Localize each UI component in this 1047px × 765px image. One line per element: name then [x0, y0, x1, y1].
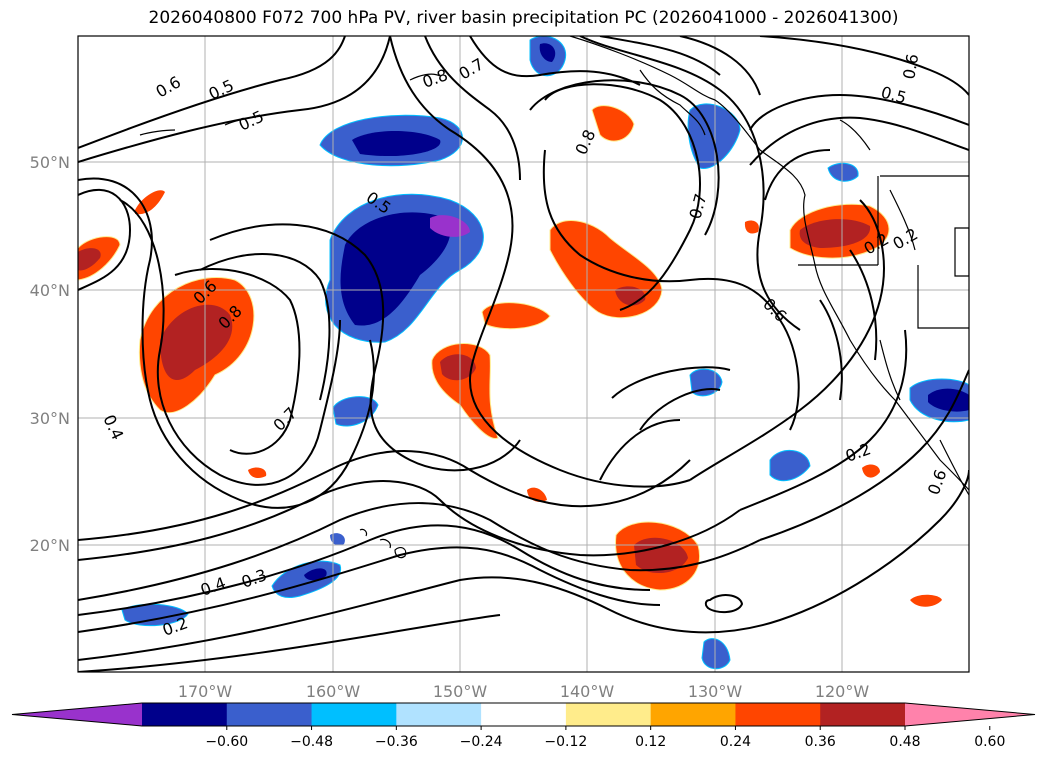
colorbar-tick-label: 0.60	[974, 734, 1005, 750]
lat-label: 30°N	[30, 409, 70, 428]
colorbar: −0.60 −0.48 −0.36 −0.24 −0.12 0.12 0.24 0.36 0.4…	[11, 702, 1036, 750]
lat-label: 50°N	[30, 153, 70, 172]
latitude-labels: 50°N 40°N 30°N 20°N	[30, 153, 70, 555]
colorbar-tick-label: 0.48	[889, 734, 920, 750]
coastlines	[139, 36, 969, 559]
lat-label: 20°N	[30, 536, 70, 555]
colorbar-tick-label: −0.60	[205, 734, 248, 750]
colorbar-segment	[481, 703, 567, 726]
colorbar-segment	[142, 703, 228, 726]
map-title: 2026040800 F072 700 hPa PV, river basin …	[148, 8, 899, 28]
colorbar-segment	[820, 703, 906, 726]
lon-label: 170°W	[178, 682, 233, 701]
colorbar-segment	[650, 703, 736, 726]
longitude-labels: 170°W 160°W 150°W 140°W 130°W 120°W	[178, 682, 870, 701]
lon-label: 150°W	[433, 682, 488, 701]
colorbar-segment	[311, 703, 397, 726]
contour-label: 0.6	[899, 52, 922, 80]
colorbar-extend-max	[905, 703, 1035, 726]
colorbar-tick-label: −0.36	[375, 734, 418, 750]
lon-label: 120°W	[815, 682, 870, 701]
colorbar-segment	[226, 703, 313, 726]
colorbar-tick-label: 0.36	[805, 734, 836, 750]
colorbar-segment	[396, 703, 482, 726]
colorbar-segment	[735, 703, 821, 726]
lon-label: 160°W	[306, 682, 361, 701]
colorbar-tick-label: 0.12	[635, 734, 666, 750]
precip-shading	[78, 36, 969, 670]
negative-precip-region	[121, 36, 969, 670]
colorbar-extend-min	[12, 703, 142, 726]
lon-label: 130°W	[688, 682, 743, 701]
lon-label: 140°W	[560, 682, 615, 701]
lat-label: 40°N	[30, 281, 70, 300]
colorbar-segment	[565, 703, 652, 726]
colorbar-tick-label: −0.12	[544, 734, 587, 750]
colorbar-outline	[11, 702, 1036, 727]
colorbar-tick-label: 0.24	[720, 734, 751, 750]
colorbar-tick-label: −0.24	[460, 734, 503, 750]
colorbar-tick-label: −0.48	[290, 734, 333, 750]
map-frame	[77, 35, 970, 673]
